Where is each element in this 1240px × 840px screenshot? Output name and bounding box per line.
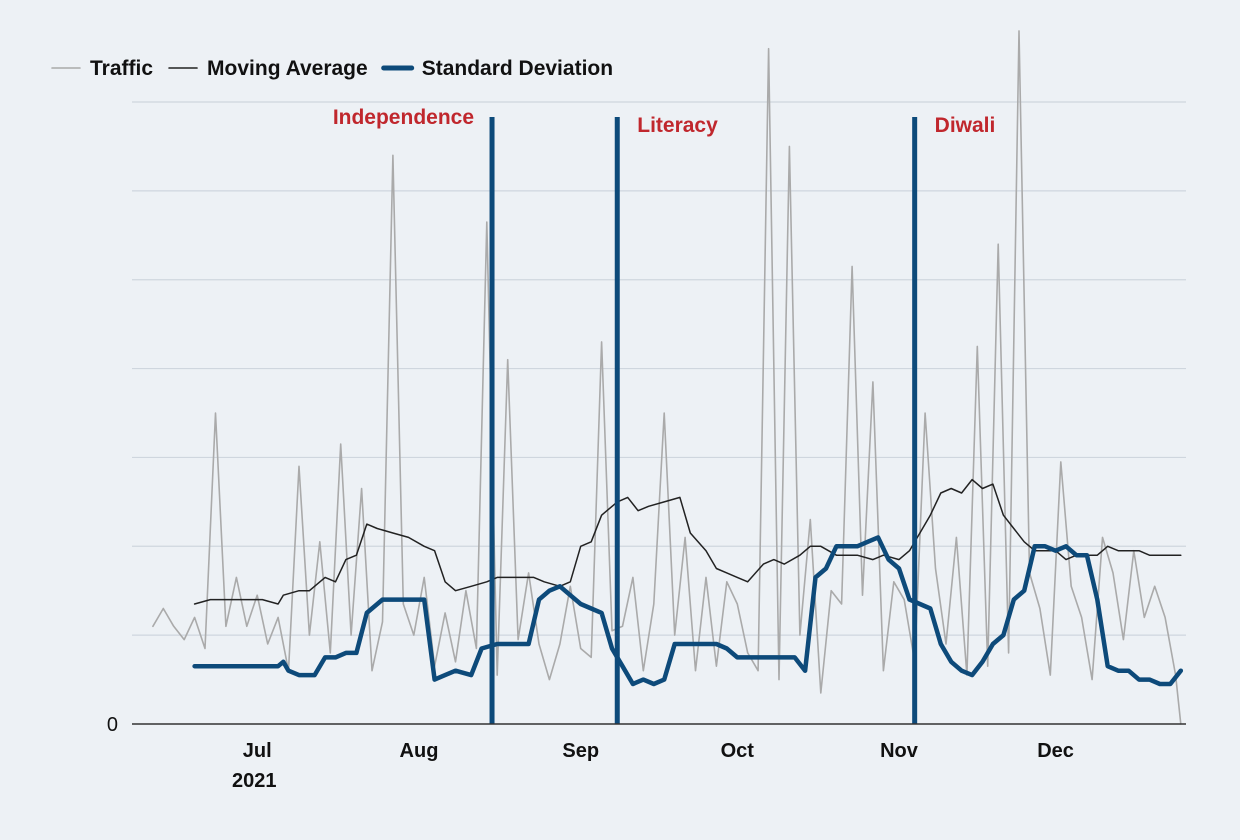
- event-label: Diwali: [935, 114, 996, 137]
- legend-label: Standard Deviation: [422, 57, 613, 80]
- x-tick-sublabel: 2021: [232, 770, 277, 792]
- event-label: Independence: [333, 106, 474, 129]
- x-tick-label: Jul: [243, 740, 272, 762]
- x-tick-label: Dec: [1037, 740, 1074, 762]
- event-markers: Independence Literacy Diwali: [333, 106, 996, 724]
- grid-lines: [132, 101, 1186, 636]
- legend-label: Moving Average: [207, 57, 368, 80]
- x-tick-label: Sep: [562, 740, 599, 762]
- y-axis-ticks: 0: [107, 714, 118, 736]
- x-tick-label: Nov: [880, 740, 919, 762]
- event-label: Literacy: [637, 114, 718, 137]
- series-lines: [152, 30, 1184, 725]
- legend-label: Traffic: [90, 57, 153, 80]
- x-tick-label: Aug: [400, 740, 439, 762]
- x-tick-label: Oct: [721, 740, 755, 762]
- series-line-traffic: [152, 30, 1182, 725]
- x-axis-ticks: Jul 2021 Aug Sep Oct Nov Dec: [232, 740, 1074, 792]
- series-line-standard-deviation: [192, 535, 1184, 687]
- y-tick-label: 0: [107, 714, 118, 736]
- legend: Traffic Moving Average Standard Deviation: [51, 57, 613, 80]
